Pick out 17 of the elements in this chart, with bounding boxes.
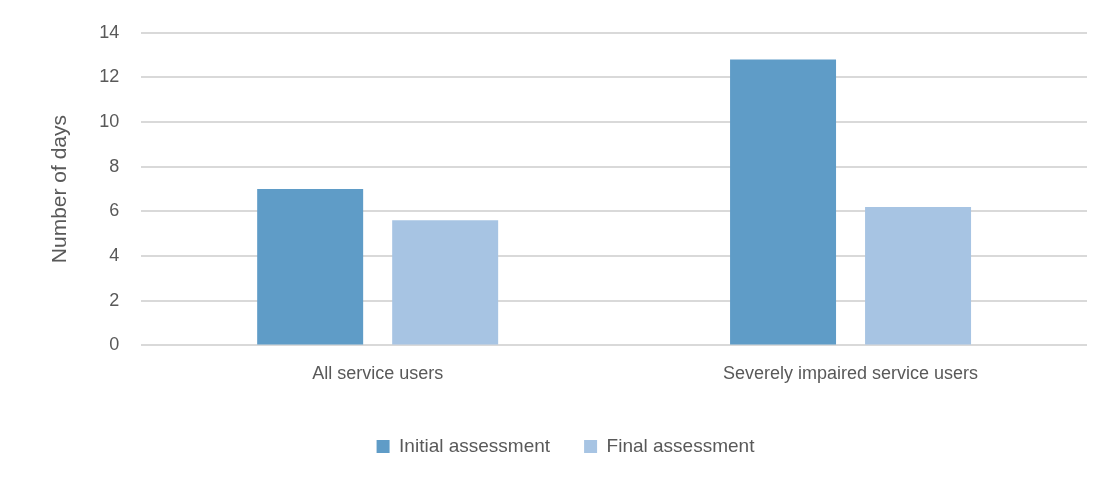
y-tick-label: 10 xyxy=(99,111,120,132)
bar xyxy=(257,189,364,345)
y-tick-label: 6 xyxy=(109,200,120,221)
y-tick-label: 14 xyxy=(99,21,120,42)
bar xyxy=(730,59,837,345)
y-tick-label: 12 xyxy=(99,66,120,87)
y-tick-label: 0 xyxy=(109,334,120,355)
x-tick-label: Severely impaired service users xyxy=(723,363,979,384)
y-tick-label: 8 xyxy=(109,155,120,176)
y-tick-label: 4 xyxy=(109,245,120,266)
bar xyxy=(392,220,499,345)
y-axis-title: Number of days xyxy=(47,114,71,264)
legend-label: Final assessment xyxy=(606,434,756,456)
legend-label: Initial assessment xyxy=(399,434,551,456)
bar xyxy=(865,206,972,345)
y-tick-label: 2 xyxy=(109,289,120,310)
x-tick-label: All service users xyxy=(312,363,444,384)
